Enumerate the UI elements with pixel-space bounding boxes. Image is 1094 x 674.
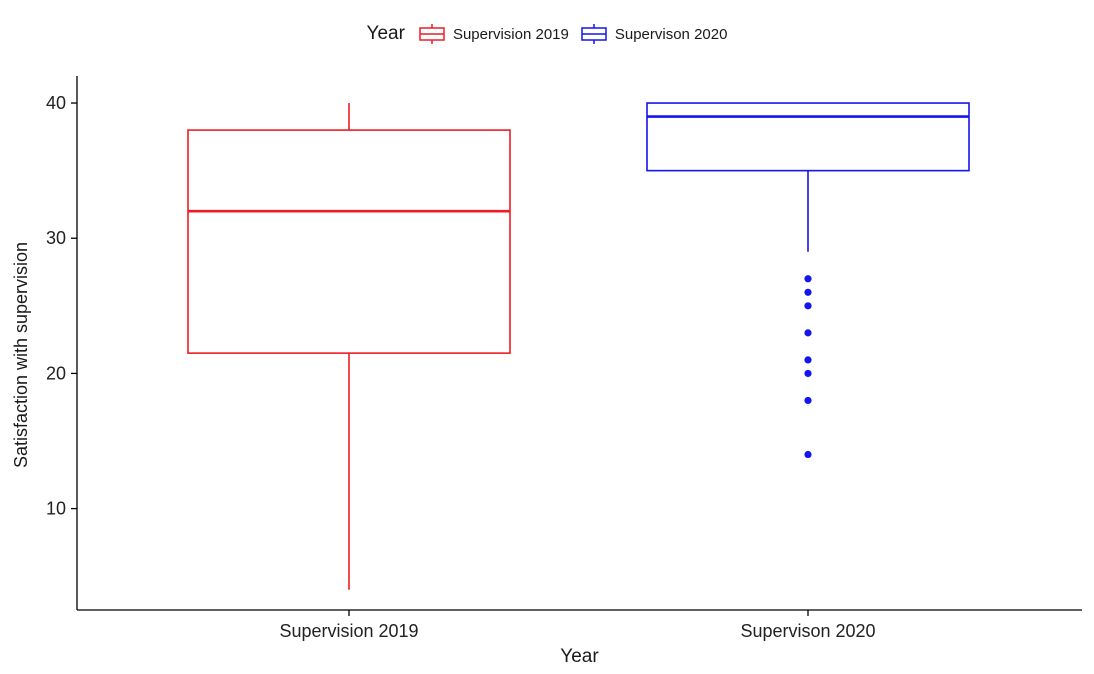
outlier-point [804,329,812,337]
iqr-box [646,102,970,172]
x-tick-label: Supervision 2019 [279,621,418,641]
box-group [646,102,970,459]
legend-key-2019 [419,24,445,44]
outlier-point [804,275,812,283]
y-tick-label: 40 [46,93,66,113]
legend-key-2020 [581,24,607,44]
legend-label-2019: Supervision 2019 [452,25,569,43]
legend: Year Supervision 2019 Supervison 2020 [0,20,1094,48]
y-tick-label: 30 [46,228,66,248]
box-group [187,103,511,590]
outlier-point [804,302,812,310]
legend-label-2020: Supervison 2020 [614,25,728,43]
iqr-box [187,129,511,354]
y-tick-label: 20 [46,363,66,383]
x-tick-label: Supervison 2020 [740,621,875,641]
outlier-point [804,396,812,405]
legend-item-2020: Supervison 2020 [579,22,728,46]
outlier-point [804,369,812,378]
legend-item-2019: Supervision 2019 [417,22,569,46]
y-axis-title: Satisfaction with supervision [11,242,31,468]
y-tick-label: 10 [46,499,66,519]
x-axis-title: Year [560,646,599,667]
outlier-point [804,450,812,459]
outlier-point [804,356,812,364]
legend-title: Year [366,23,405,44]
outlier-point [804,288,812,296]
